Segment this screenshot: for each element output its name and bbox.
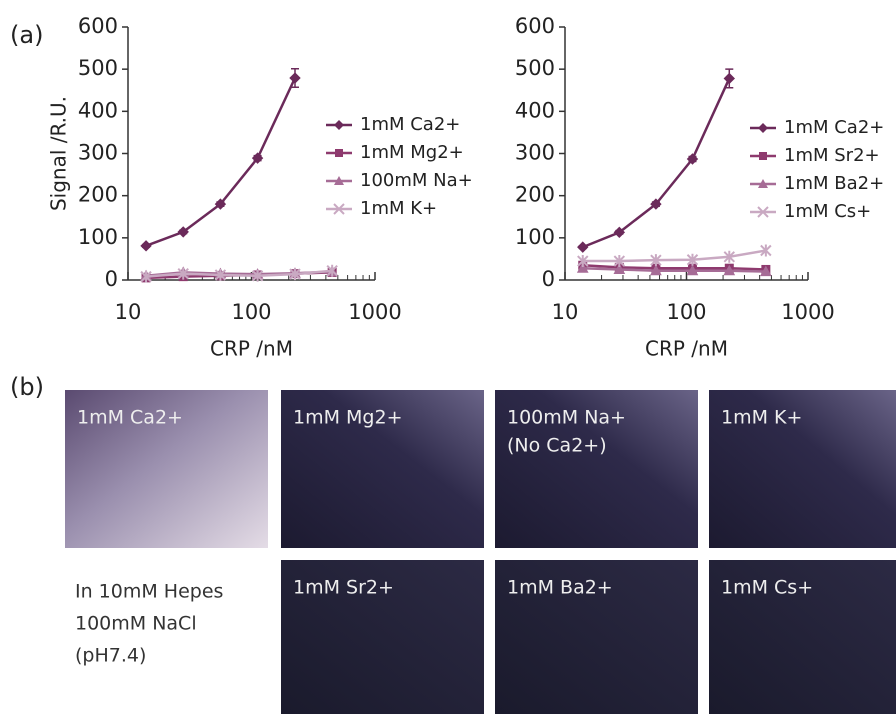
y-tick-label: 0 bbox=[105, 267, 118, 291]
point bbox=[613, 263, 626, 274]
point bbox=[577, 241, 589, 253]
legend-marker bbox=[758, 123, 768, 133]
y-tick-label: 500 bbox=[78, 56, 118, 80]
point bbox=[177, 267, 189, 280]
legend-marker bbox=[758, 179, 768, 188]
legend-label: 1mM Mg2+ bbox=[360, 142, 464, 163]
legend-label: 1mM Ca2+ bbox=[784, 117, 884, 138]
micrograph bbox=[65, 390, 268, 548]
legend-marker bbox=[759, 152, 767, 160]
micrograph bbox=[709, 560, 896, 714]
y-tick-label: 0 bbox=[542, 267, 555, 291]
image-label: 100mM Na+ bbox=[507, 407, 626, 429]
micrograph bbox=[495, 560, 698, 714]
x-tick-label: 1000 bbox=[781, 300, 834, 324]
point bbox=[686, 153, 699, 165]
x-tick-label: 10 bbox=[552, 300, 579, 324]
y-tick-label: 500 bbox=[515, 56, 555, 80]
series-line bbox=[582, 263, 766, 271]
legend-label: 1mM Sr2+ bbox=[784, 145, 880, 166]
micrograph bbox=[281, 560, 484, 714]
point bbox=[723, 264, 736, 276]
buffer-note: In 10mM Hepes bbox=[75, 581, 223, 603]
series-line bbox=[582, 266, 766, 273]
x-axis-title: CRP /nM bbox=[210, 337, 293, 361]
image-label: (No Ca2+) bbox=[507, 435, 607, 457]
y-tick-label: 600 bbox=[515, 14, 555, 38]
legend-marker bbox=[335, 149, 343, 157]
series-line bbox=[582, 77, 731, 249]
point bbox=[613, 226, 626, 239]
point bbox=[760, 244, 772, 257]
point bbox=[326, 264, 338, 277]
y-tick-label: 300 bbox=[78, 141, 118, 165]
point bbox=[576, 262, 589, 273]
y-tick-label: 600 bbox=[78, 14, 118, 38]
image-label: 1mM Mg2+ bbox=[293, 407, 403, 429]
panel-label: (a) bbox=[10, 21, 43, 49]
point bbox=[214, 198, 227, 210]
legend-marker bbox=[333, 203, 345, 215]
legend-marker bbox=[334, 176, 344, 185]
point bbox=[686, 253, 699, 266]
y-tick-label: 200 bbox=[515, 183, 555, 207]
image-label: 1mM Cs+ bbox=[721, 577, 813, 599]
legend-label: 100mM Na+ bbox=[360, 170, 473, 191]
image-label: 1mM K+ bbox=[721, 407, 802, 429]
legend-label: 1mM Ca2+ bbox=[360, 114, 460, 135]
y-tick-label: 400 bbox=[78, 98, 118, 122]
point bbox=[251, 152, 264, 164]
point bbox=[686, 264, 699, 276]
point bbox=[289, 72, 301, 84]
y-tick-label: 300 bbox=[515, 141, 555, 165]
legend-label: 1mM Ba2+ bbox=[784, 173, 884, 194]
x-tick-label: 100 bbox=[666, 300, 706, 324]
point bbox=[650, 198, 662, 210]
legend-label: 1mM K+ bbox=[360, 198, 437, 219]
buffer-note: 100mM NaCl bbox=[75, 613, 197, 635]
point bbox=[289, 268, 301, 281]
image-label: 1mM Ba2+ bbox=[507, 577, 613, 599]
point bbox=[214, 268, 227, 281]
micrograph bbox=[709, 390, 896, 548]
point bbox=[650, 254, 662, 267]
x-axis-title: CRP /nM bbox=[645, 337, 728, 361]
legend-label: 1mM Cs+ bbox=[784, 201, 871, 222]
y-tick-label: 400 bbox=[515, 98, 555, 122]
point bbox=[723, 250, 735, 263]
series-line bbox=[145, 269, 333, 278]
point bbox=[177, 226, 189, 238]
micrograph bbox=[495, 390, 698, 548]
series-line bbox=[582, 249, 767, 263]
y-tick-label: 100 bbox=[78, 225, 118, 249]
point bbox=[723, 72, 735, 85]
y-tick-label: 200 bbox=[78, 183, 118, 207]
y-tick-label: 100 bbox=[515, 225, 555, 249]
point bbox=[140, 240, 152, 252]
panel-label: (b) bbox=[10, 373, 44, 401]
image-label: 1mM Sr2+ bbox=[293, 577, 394, 599]
buffer-note: (pH7.4) bbox=[75, 645, 146, 667]
point bbox=[251, 269, 264, 282]
point bbox=[613, 255, 626, 268]
x-tick-label: 100 bbox=[231, 300, 271, 324]
legend-marker bbox=[334, 120, 344, 130]
series-line bbox=[145, 77, 297, 248]
point bbox=[140, 270, 152, 283]
point bbox=[577, 255, 589, 268]
image-label: 1mM Ca2+ bbox=[77, 407, 183, 429]
micrograph bbox=[281, 390, 484, 548]
point bbox=[760, 265, 772, 277]
point bbox=[650, 264, 662, 276]
legend-marker bbox=[757, 206, 769, 218]
y-axis-title: Signal /R.U. bbox=[47, 96, 71, 211]
x-tick-label: 1000 bbox=[348, 300, 401, 324]
x-tick-label: 10 bbox=[115, 300, 142, 324]
